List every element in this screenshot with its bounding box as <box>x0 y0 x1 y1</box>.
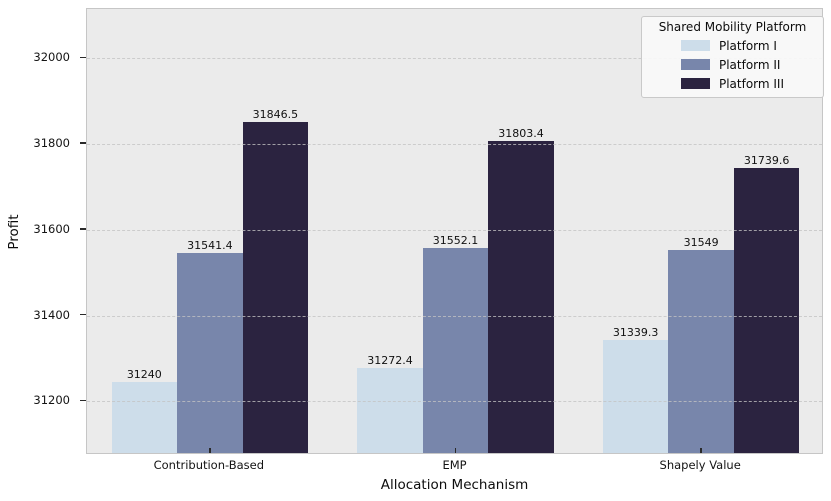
x-axis-title: Allocation Mechanism <box>380 477 529 493</box>
y-tick-label-32000: 32000 <box>33 50 70 65</box>
x-tick-mark-emp <box>454 448 457 453</box>
bar-platform-ii-shapely-value <box>668 249 734 453</box>
bar-platform-i-contribution-based <box>111 382 178 453</box>
y-tick-label-31200: 31200 <box>33 393 70 408</box>
gridline-y-31800 <box>87 144 822 146</box>
bar-value-label-platform-iii-contribution-based: 31846.5 <box>252 108 299 122</box>
y-tick-mark-31600 <box>80 228 86 230</box>
bar-platform-iii-contribution-based <box>242 122 309 453</box>
gridline-y-31600 <box>87 229 822 231</box>
y-tick-mark-32000 <box>80 56 86 59</box>
bar-value-label-platform-i-contribution-based: 31240 <box>126 368 162 382</box>
y-tick-label-31600: 31600 <box>33 221 70 236</box>
bar-platform-i-shapely-value <box>602 339 669 453</box>
bar-platform-ii-emp <box>422 248 489 453</box>
legend-swatch-platform-ii <box>680 59 710 70</box>
legend-item-platform-i: Platform I <box>680 36 784 55</box>
bar-value-label-platform-ii-shapely-value: 31549 <box>683 235 719 249</box>
legend-item-platform-iii: Platform III <box>680 74 785 93</box>
bar-platform-i-emp <box>357 368 423 453</box>
bar-value-label-platform-ii-contribution-based: 31541.4 <box>187 238 233 252</box>
bar-value-label-platform-i-shapely-value: 31339.3 <box>612 325 659 339</box>
x-tick-label-emp: EMP <box>442 458 467 472</box>
y-tick-mark-31800 <box>80 142 86 144</box>
x-tick-label-contribution-based: Contribution-Based <box>153 458 265 472</box>
legend-label-platform-ii: Platform II <box>718 57 781 72</box>
legend-title: Shared Mobility Platform <box>658 20 807 34</box>
legend-item-platform-ii: Platform II <box>680 55 784 74</box>
bar-platform-iii-emp <box>488 140 554 453</box>
legend: Shared Mobility Platform Platform I Platf… <box>641 16 824 98</box>
gridline-y-32000 <box>87 58 822 60</box>
gridline-y-31400 <box>87 315 822 317</box>
gridline-y-31200 <box>87 401 822 403</box>
bar-value-label-platform-iii-emp: 31803.4 <box>498 126 544 140</box>
y-tick-label-31800: 31800 <box>33 136 70 151</box>
bar-platform-ii-contribution-based <box>177 253 243 453</box>
bar-value-label-platform-ii-emp: 31552.1 <box>432 234 479 248</box>
bar-platform-iii-shapely-value <box>733 168 800 453</box>
bar-value-label-platform-iii-shapely-value: 31739.6 <box>743 153 790 167</box>
y-axis-title: Profit <box>6 214 22 250</box>
y-tick-mark-31400 <box>80 313 86 316</box>
legend-label-platform-iii: Platform III <box>718 76 785 91</box>
x-tick-label-shapely-value: Shapely Value <box>659 458 741 472</box>
legend-swatch-platform-i <box>680 40 710 51</box>
legend-label-platform-i: Platform I <box>718 38 777 53</box>
legend-swatch-platform-iii <box>680 78 710 89</box>
legend-rows: Platform I Platform II Platform III <box>680 36 785 93</box>
bar-value-label-platform-i-emp: 31272.4 <box>367 354 413 368</box>
x-tick-mark-contribution-based <box>209 448 211 453</box>
y-tick-mark-31200 <box>80 399 86 402</box>
y-tick-label-31400: 31400 <box>33 307 70 322</box>
x-tick-mark-shapely-value <box>700 448 702 453</box>
